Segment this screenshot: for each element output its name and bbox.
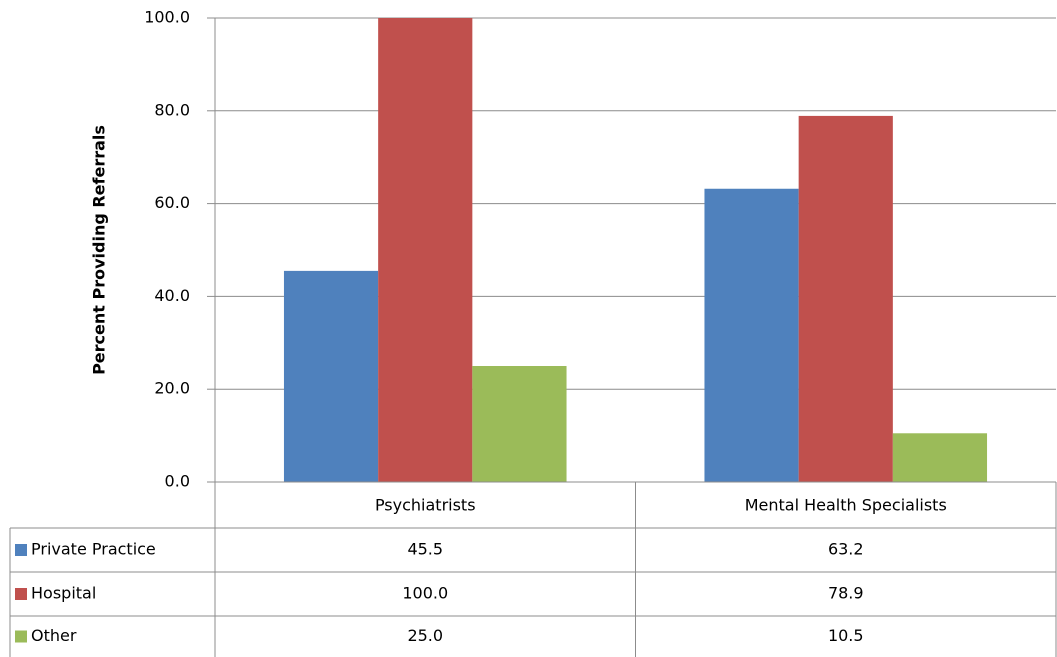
table-value: 63.2 bbox=[828, 540, 864, 559]
table-value: 100.0 bbox=[402, 584, 448, 603]
table-value: 25.0 bbox=[407, 626, 443, 645]
bar bbox=[892, 433, 988, 482]
x-tick-label: Psychiatrists bbox=[375, 496, 476, 515]
bar bbox=[283, 270, 379, 482]
bar bbox=[472, 366, 567, 482]
y-axis-label: Percent Providing Referrals bbox=[90, 125, 109, 375]
legend-swatch bbox=[15, 588, 27, 600]
legend-label: Other bbox=[31, 626, 77, 645]
y-tick-label: 80.0 bbox=[154, 100, 190, 119]
y-tick-label: 60.0 bbox=[154, 193, 190, 212]
table-value: 45.5 bbox=[407, 540, 443, 559]
table-value: 10.5 bbox=[828, 626, 864, 645]
table-value: 78.9 bbox=[828, 584, 864, 603]
y-tick-label: 0.0 bbox=[165, 472, 190, 491]
y-tick-label: 40.0 bbox=[154, 286, 190, 305]
legend-label: Private Practice bbox=[31, 540, 156, 559]
bar bbox=[798, 115, 893, 483]
legend-swatch bbox=[15, 544, 27, 556]
legend-swatch bbox=[15, 630, 27, 643]
x-tick-label: Mental Health Specialists bbox=[745, 496, 947, 515]
y-tick-label: 20.0 bbox=[154, 379, 190, 398]
y-tick-label: 100.0 bbox=[144, 8, 190, 27]
bar bbox=[378, 18, 473, 482]
bar bbox=[704, 188, 799, 482]
legend-label: Hospital bbox=[31, 584, 96, 603]
